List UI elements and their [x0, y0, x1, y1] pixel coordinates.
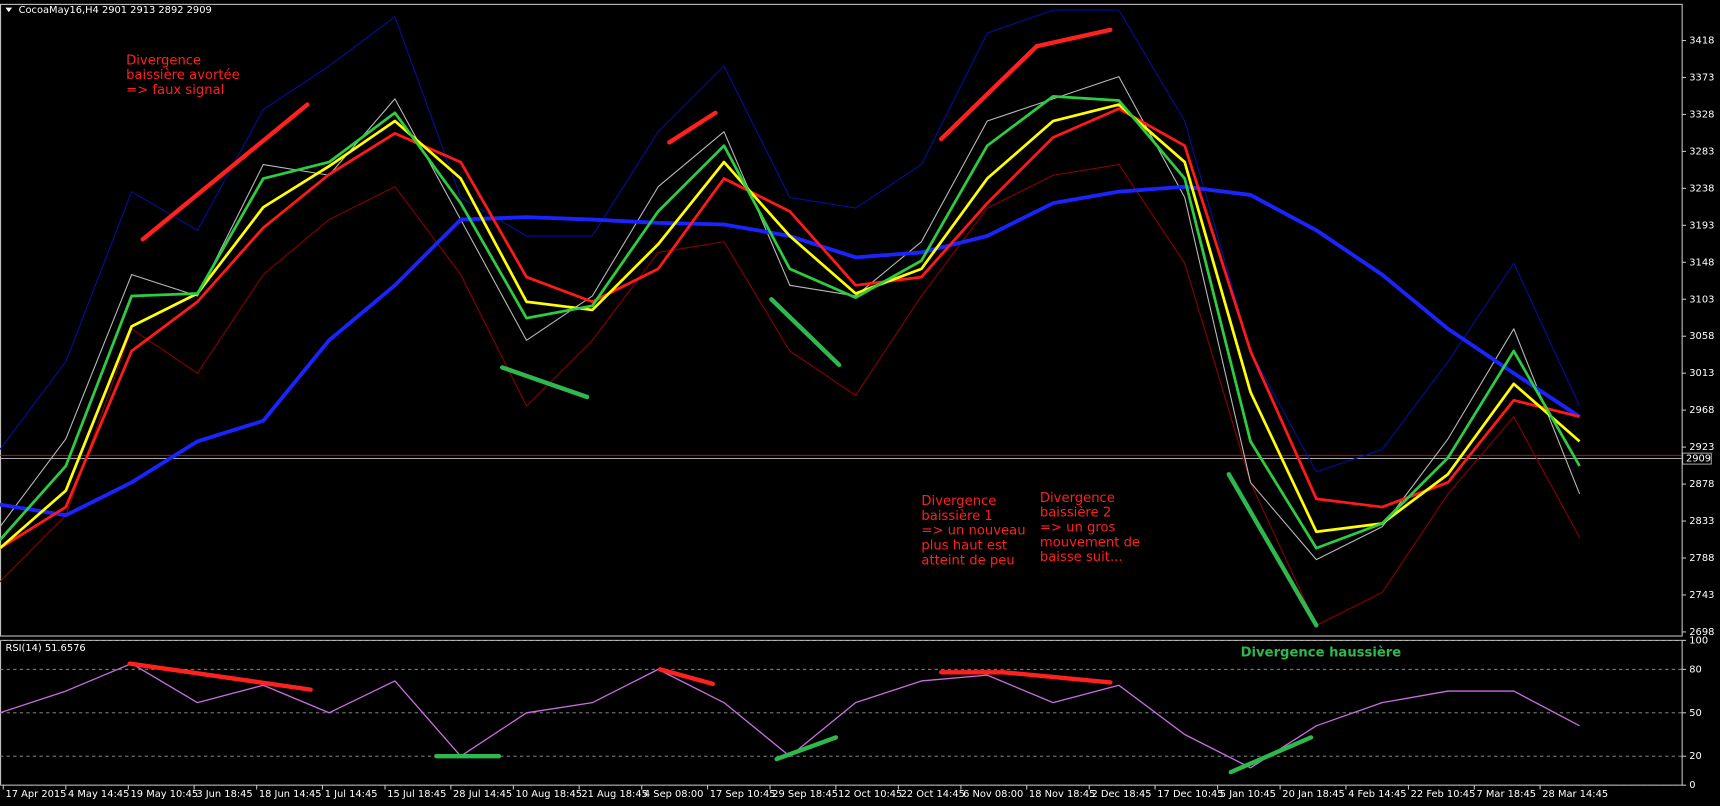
x-tick-label: 15 Jul 18:45 [387, 789, 446, 800]
x-tick-label: 28 Jul 14:45 [453, 789, 512, 800]
trend-line [938, 670, 1113, 685]
y-tick-label: 3148 [1689, 257, 1714, 268]
x-tick-label: 17 Apr 2015 [5, 789, 66, 800]
y-tick-label: 2923 [1689, 442, 1714, 453]
trend-line [1226, 472, 1319, 628]
annotation: plus haut est [921, 539, 1007, 554]
y-tick-label: 3058 [1689, 331, 1714, 342]
trend-line [1034, 27, 1113, 49]
x-tick-label: 5 Jan 10:45 [1220, 789, 1276, 800]
y-tick-label: 2788 [1689, 553, 1714, 564]
y-tick-label: 2968 [1689, 405, 1714, 416]
annotation: baissière avortée [126, 67, 240, 83]
annotation: atteint de peu [921, 553, 1014, 568]
main-panel-border [0, 3, 1683, 637]
x-tick-label: 29 Sep 18:45 [772, 789, 838, 800]
annotation: mouvement de [1040, 535, 1140, 550]
y-tick-label: 3373 [1689, 72, 1714, 83]
annotation: => faux signal [126, 83, 224, 98]
y-tick-label: 3013 [1689, 368, 1714, 379]
trend-line [140, 102, 310, 242]
annotation: Divergence [1040, 491, 1115, 506]
rsi-title: RSI(14) 51.6576 [5, 643, 85, 654]
x-tick-label: 21 Aug 18:45 [581, 789, 647, 800]
x-tick-label: 12 Oct 10:45 [838, 789, 902, 800]
price-tag [1682, 452, 1712, 465]
annotation: Divergence haussière [1241, 644, 1402, 660]
x-tick-label: 28 Mar 14:45 [1542, 789, 1608, 800]
x-tick-label: 22 Feb 10:45 [1411, 789, 1476, 800]
x-tick-label: 1 Jul 14:45 [325, 789, 378, 800]
price-tag-label: 2909 [1686, 454, 1711, 465]
y-tick-label: 3418 [1689, 36, 1714, 47]
x-tick-label: 10 Aug 18:45 [516, 789, 582, 800]
x-tick-label: 3 Jun 18:45 [196, 789, 252, 800]
trend-line [667, 110, 718, 145]
series-line [0, 107, 1580, 550]
y-tick-label: 20 [1689, 751, 1702, 762]
y-tick-label: 3193 [1689, 220, 1714, 231]
y-tick-label: 100 [1689, 635, 1708, 646]
trend-line [774, 735, 839, 762]
y-tick-label: 2833 [1689, 516, 1714, 527]
series-line [0, 76, 1581, 561]
annotation: Divergence [126, 53, 201, 68]
annotation: baissière 2 [1040, 505, 1111, 521]
chart-title: CocoaMay16,H4 2901 2913 2892 2909 [19, 5, 212, 16]
y-tick-label: 0 [1689, 780, 1695, 791]
trend-line [127, 661, 313, 692]
y-tick-label: 3283 [1689, 146, 1714, 157]
y-tick-label: 50 [1689, 708, 1702, 719]
x-tick-label: 7 Mar 18:45 [1476, 789, 1536, 800]
series-line [0, 9, 1581, 473]
series-line [0, 95, 1581, 550]
x-tick-label: 2 Dec 18:45 [1091, 789, 1151, 800]
trend-line [769, 297, 842, 368]
y-tick-label: 3238 [1689, 183, 1714, 194]
series-line [0, 103, 1581, 550]
trend-line [1228, 735, 1314, 775]
y-tick-label: 2698 [1689, 627, 1714, 638]
x-tick-label: 19 May 10:45 [131, 789, 199, 800]
x-tick-label: 17 Sep 10:45 [710, 789, 776, 800]
annotation: baissière 1 [921, 508, 992, 524]
annotation: => un gros [1040, 520, 1116, 535]
annotation: baisse suit... [1040, 550, 1123, 565]
x-tick-label: 22 Oct 14:45 [901, 789, 965, 800]
annotation: => un nouveau [921, 524, 1025, 539]
x-tick-label: 18 Jun 14:45 [259, 789, 322, 800]
trend-line [657, 667, 715, 687]
y-tick-label: 2878 [1689, 479, 1714, 490]
trend-line [499, 365, 590, 400]
x-tick-label: 6 Nov 08:00 [963, 789, 1023, 800]
y-tick-label: 3103 [1689, 294, 1714, 305]
y-tick-label: 3328 [1689, 109, 1714, 120]
x-tick-label: 20 Jan 18:45 [1282, 789, 1344, 800]
y-tick-label: 80 [1689, 664, 1702, 675]
x-tick-label: 4 Sep 08:00 [644, 789, 704, 800]
x-tick-label: 17 Dec 10:45 [1157, 789, 1223, 800]
x-tick-label: 18 Nov 18:45 [1029, 789, 1095, 800]
annotation: Divergence [921, 494, 996, 509]
trend-line [938, 44, 1039, 142]
x-tick-label: 4 Feb 14:45 [1348, 789, 1406, 800]
menu-arrow [5, 7, 13, 13]
y-tick-label: 2743 [1689, 590, 1714, 601]
x-tick-label: 4 May 14:45 [68, 789, 129, 800]
